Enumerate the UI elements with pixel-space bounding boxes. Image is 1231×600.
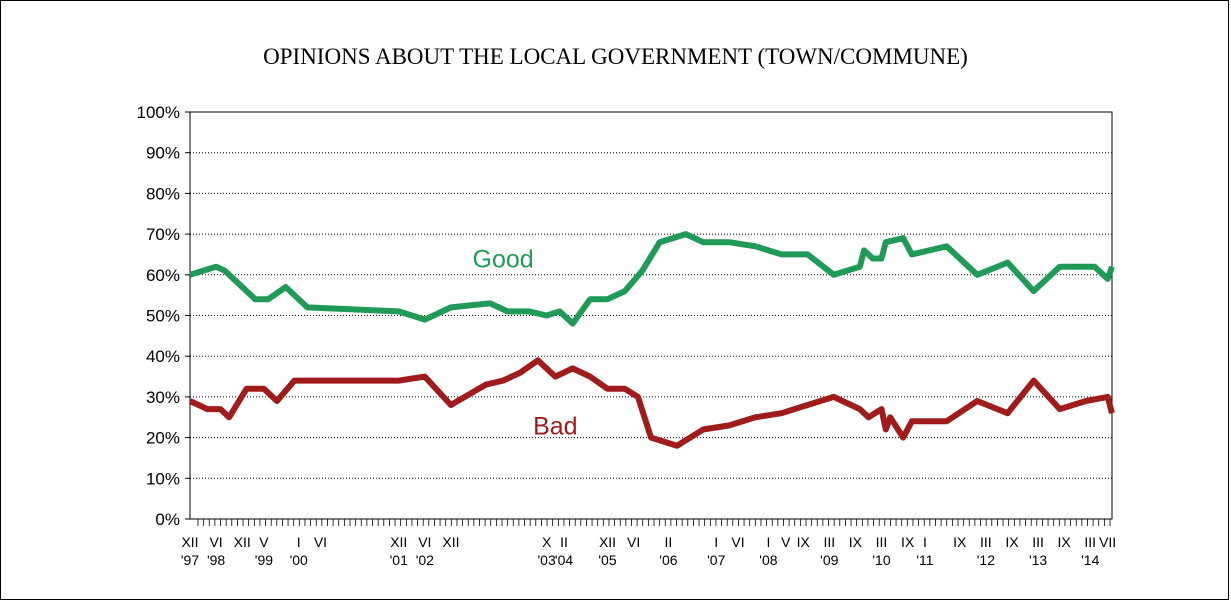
x-tick-label-month: XII (442, 534, 459, 550)
x-tick-label-month: XII (599, 534, 616, 550)
x-tick-label-month: XII (234, 534, 251, 550)
x-tick-label-month: IX (1058, 534, 1072, 550)
series-labels: Good Bad (473, 246, 578, 441)
x-tick-label-month: IX (797, 534, 811, 550)
x-tick-label-month: V (781, 534, 791, 550)
x-tick-label-month: VI (627, 534, 640, 550)
x-tick-label-year: '10 (872, 552, 890, 568)
x-tick-label-month: IX (1005, 534, 1019, 550)
x-tick-label-month: I (297, 534, 301, 550)
y-tick-label: 20% (146, 429, 180, 448)
x-tick-label-month: III (1032, 534, 1044, 550)
x-tick-label-year: '11 (916, 552, 933, 568)
x-tick-label-month: VI (209, 534, 222, 550)
x-tick-label-year: '00 (290, 552, 308, 568)
y-tick-label: 40% (146, 347, 180, 366)
x-tick-label-year: '05 (598, 552, 616, 568)
y-tick-label: 30% (146, 388, 180, 407)
gridlines (190, 152, 1112, 479)
x-tick-label-year: '97 (181, 552, 199, 568)
series-label-bad: Bad (533, 412, 577, 440)
x-tick-label-year: '08 (759, 552, 777, 568)
x-axis: XII VI XII V I VI XII VI XII X II XII VI II I VI I V IX III… (181, 519, 1116, 568)
x-tick-label-month: XII (181, 534, 198, 550)
x-tick-label-month: VII (1099, 534, 1116, 550)
x-tick-label-month: IX (901, 534, 915, 550)
x-tick-label-year: '06 (659, 552, 677, 568)
x-tick-label-month: II (560, 534, 568, 550)
series-line-good (189, 231, 1115, 327)
x-tick-label-year: '09 (820, 552, 838, 568)
x-tick-label-year: '04 (555, 552, 573, 568)
x-tick-label-month: X (542, 534, 552, 550)
x-tick-label-month: IX (953, 534, 967, 550)
y-axis: 0% 10% 20% 30% 40% 50% 60% 70% 80% 90% 100% (137, 103, 190, 529)
y-tick-label: 90% (146, 144, 180, 163)
y-tick-label: 10% (146, 469, 180, 488)
x-tick-label-month: I (714, 534, 718, 550)
y-tick-label: 60% (146, 266, 180, 285)
x-tick-label-year: '13 (1029, 552, 1047, 568)
x-tick-label-month: III (823, 534, 835, 550)
x-tick-label-year: '12 (977, 552, 995, 568)
x-tick-label-month: VI (731, 534, 744, 550)
x-tick-label-month: VI (418, 534, 431, 550)
x-tick-label-year: '14 (1081, 552, 1099, 568)
x-tick-label-month: I (766, 534, 770, 550)
x-tick-label-month: I (923, 534, 927, 550)
x-tick-label-year: '99 (255, 552, 273, 568)
y-tick-label: 100% (137, 103, 180, 122)
x-tick-label-year: '07 (707, 552, 725, 568)
y-tick-label: 80% (146, 184, 180, 203)
x-tick-label-year: '03 (537, 552, 555, 568)
y-tick-label: 70% (146, 225, 180, 244)
x-tick-label-month: III (980, 534, 992, 550)
x-tick-label-month: III (1084, 534, 1096, 550)
x-tick-label-year: '98 (207, 552, 225, 568)
x-tick-label-month: III (876, 534, 888, 550)
series-line-bad (188, 357, 1115, 449)
x-tick-label-year: '01 (390, 552, 408, 568)
series-label-good: Good (473, 246, 534, 274)
y-tick-label: 0% (155, 510, 180, 529)
x-tick-label-month: V (259, 534, 269, 550)
x-tick-label-month: XII (390, 534, 407, 550)
x-tick-label-month: IX (849, 534, 863, 550)
series (188, 231, 1115, 449)
chart-title: OPINIONS ABOUT THE LOCAL GOVERNMENT (TOW… (263, 44, 968, 69)
y-tick-label: 50% (146, 307, 180, 326)
x-tick-label-month: II (665, 534, 673, 550)
x-tick-label-year: '02 (416, 552, 434, 568)
line-chart: 0%10%20%30%40%50%60%70%80%90%100% XII VI X… (137, 103, 1117, 568)
x-tick-label-month: VI (314, 534, 327, 550)
